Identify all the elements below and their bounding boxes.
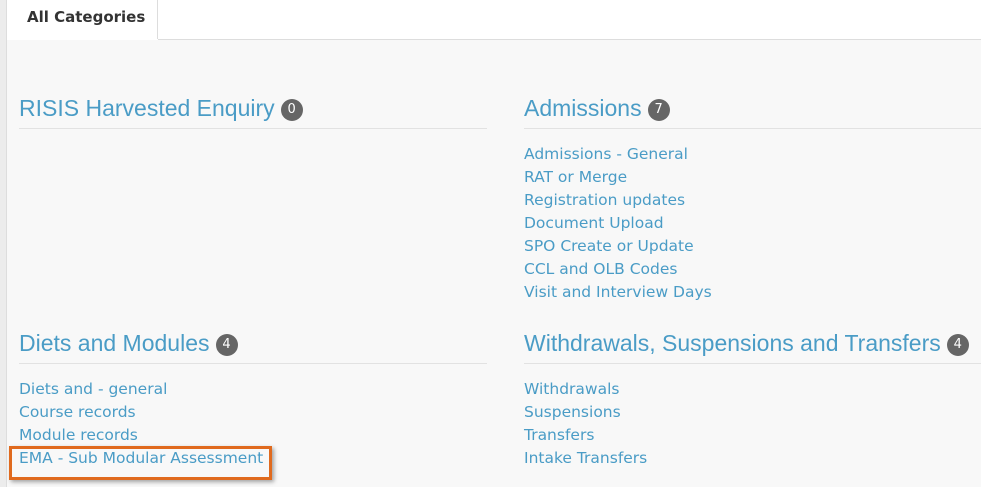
category-section: Diets and Modules 4 Diets and - general Cou… [19, 323, 487, 470]
category-title[interactable]: RISIS Harvested Enquiry [19, 95, 275, 121]
count-badge: 0 [280, 99, 303, 121]
category-link[interactable]: Intake Transfers [524, 449, 648, 467]
highlight-box [9, 446, 272, 480]
category-link[interactable]: Course records [19, 403, 136, 421]
category-title[interactable]: Withdrawals, Suspensions and Transfers [524, 330, 941, 356]
categories-panel [7, 40, 981, 487]
count-badge: 4 [215, 334, 238, 356]
category-link[interactable]: Document Upload [524, 214, 664, 232]
count-badge: 4 [946, 334, 969, 356]
category-link[interactable]: EMA - Sub Modular Assessment [19, 449, 264, 467]
category-links: Withdrawals Suspensions Transfers Intake Tr… [524, 378, 981, 470]
category-section: Withdrawals, Suspensions and Transfers 4 W… [524, 323, 981, 470]
category-link[interactable]: Diets and - general [19, 380, 168, 398]
left-border [0, 0, 7, 487]
tab-all-categories[interactable]: All Categories [7, 0, 158, 39]
category-link[interactable]: Registration updates [524, 191, 686, 209]
category-link[interactable]: Visit and Interview Days [524, 283, 712, 301]
category-link[interactable]: Module records [19, 426, 138, 444]
category-section: Admissions 7 Admissions - General RAT or Me… [524, 88, 981, 304]
category-heading[interactable]: Diets and Modules 4 [19, 323, 487, 364]
category-links: Admissions - General RAT or Merge Registra… [524, 143, 981, 304]
category-heading[interactable]: Withdrawals, Suspensions and Transfers 4 [524, 323, 981, 364]
category-title[interactable]: Admissions [524, 95, 642, 121]
category-link[interactable]: CCL and OLB Codes [524, 260, 678, 278]
category-links: Diets and - general Course records Module … [19, 378, 487, 470]
count-badge: 7 [647, 99, 670, 121]
category-heading[interactable]: RISIS Harvested Enquiry 0 [19, 88, 487, 129]
category-link[interactable]: Suspensions [524, 403, 621, 421]
category-link[interactable]: RAT or Merge [524, 168, 628, 186]
category-heading[interactable]: Admissions 7 [524, 88, 981, 129]
category-title[interactable]: Diets and Modules [19, 330, 210, 356]
category-link[interactable]: Transfers [524, 426, 595, 444]
category-link[interactable]: SPO Create or Update [524, 237, 694, 255]
tab-divider [158, 39, 981, 40]
category-link[interactable]: Withdrawals [524, 380, 620, 398]
category-section: RISIS Harvested Enquiry 0 [19, 88, 487, 143]
category-link[interactable]: Admissions - General [524, 145, 688, 163]
